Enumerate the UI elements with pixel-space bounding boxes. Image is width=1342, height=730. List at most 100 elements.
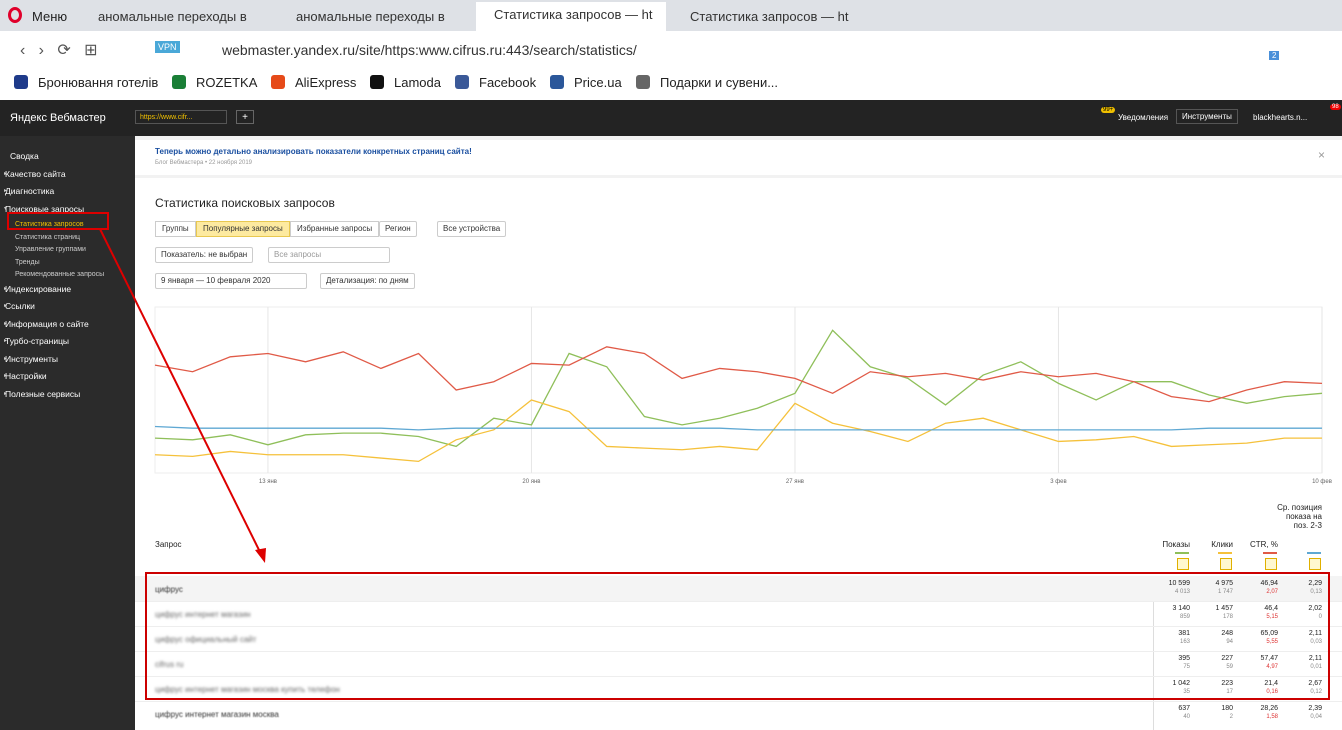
chart-toggle[interactable] (1309, 558, 1321, 570)
caret: ▸ (4, 373, 8, 379)
tab[interactable]: Статистика запросов — ht (690, 9, 849, 24)
sidebar-item[interactable]: Полезные сервисы (5, 388, 81, 399)
sidebar-item[interactable]: Рекомендованные запросы (15, 271, 105, 278)
address-row (0, 31, 1342, 68)
caret: ▸ (4, 390, 8, 397)
chart-toggle[interactable] (1220, 558, 1232, 570)
wm-header (0, 100, 1342, 136)
cell-delta: 2 (1229, 714, 1233, 720)
sidebar-item[interactable]: Сводка (10, 151, 39, 161)
column-header[interactable]: Ср. позиция показа на поз. 2-3 (1277, 503, 1322, 530)
row-divider (135, 701, 1342, 702)
caret: ▾ (4, 205, 8, 212)
chart-toggle[interactable] (1265, 558, 1277, 570)
ext-badge: 2 (1269, 51, 1280, 60)
bookmark-icon (370, 75, 384, 89)
legend-swatch (1218, 552, 1232, 554)
bookmark[interactable]: ROZETKA (196, 75, 258, 90)
x-tick-label: 3 фев (1050, 479, 1066, 485)
series-line (154, 346, 1323, 403)
banner-meta: Блог Вебмастера • 22 ноября 2019 (155, 160, 253, 166)
column-header[interactable]: Показы (1162, 540, 1190, 549)
sidebar-item[interactable]: Качество сайта (5, 168, 66, 179)
add-site[interactable]: + (236, 110, 254, 124)
legend-swatch (1263, 552, 1277, 554)
bookmark-icon (455, 75, 469, 89)
nav-buttons[interactable]: ‹ › ⟳ ⊞ (20, 42, 98, 59)
devices[interactable]: Все устройства (437, 221, 507, 237)
bookmark-icon (271, 75, 285, 89)
sidebar-item[interactable]: Информация о сайте (5, 318, 89, 329)
x-tick-label: 27 янв (786, 479, 804, 485)
x-tick-label: 20 янв (522, 479, 540, 485)
legend-swatch (1307, 552, 1321, 554)
series-line (154, 329, 1323, 448)
tab[interactable]: Статистика запросов — ht (476, 2, 666, 31)
sidebar-item[interactable]: Инструменты (5, 353, 59, 364)
x-tick-label: 13 янв (259, 479, 277, 485)
cell-value: 2,39 (1308, 705, 1322, 712)
sidebar-item[interactable]: Индексирование (5, 283, 72, 294)
cell-value: 637 (1178, 705, 1190, 712)
site-select[interactable]: https://www.cifr... (135, 110, 227, 124)
bookmark[interactable]: AliExpress (295, 75, 357, 90)
logo[interactable]: Яндекс Вебмастер (10, 112, 106, 124)
tools[interactable]: Инструменты (1176, 109, 1238, 124)
user[interactable]: blackhearts.n... (1253, 113, 1308, 122)
column-header[interactable]: Клики (1211, 540, 1233, 549)
menu[interactable]: Меню (32, 9, 68, 24)
detail[interactable]: Детализация: по дням (320, 273, 415, 289)
series-line (154, 425, 1322, 431)
caret: ▸ (4, 355, 8, 362)
column-header[interactable]: CTR, % (1250, 540, 1278, 549)
sidebar-item[interactable]: Тренды (15, 258, 40, 266)
bookmark[interactable]: Подарки и сувени... (660, 75, 779, 90)
opera-logo (8, 7, 22, 23)
series-line (154, 399, 1322, 463)
caret: ▸ (4, 188, 8, 194)
sidebar-item[interactable]: Статистика страниц (15, 233, 80, 241)
cell-delta: 0,04 (1310, 714, 1322, 720)
x-tick-label: 10 фев (1312, 479, 1332, 485)
region[interactable]: Регион (379, 221, 417, 237)
bookmarks-bar (0, 68, 1342, 101)
caret: ▸ (4, 320, 8, 327)
tab[interactable]: аномальные переходы в (98, 9, 247, 24)
caret: ▸ (4, 303, 8, 309)
close[interactable]: × (1318, 148, 1326, 162)
sidebar-item[interactable]: Поисковые запросы (5, 203, 85, 214)
url[interactable]: webmaster.yandex.ru/site/https:www.cifru… (222, 42, 637, 58)
bookmark[interactable]: Бронювання готелів (38, 75, 159, 90)
sidebar-item[interactable]: Настройки (5, 371, 47, 381)
caret: ▸ (4, 170, 8, 177)
bookmark-icon (14, 75, 28, 89)
tab-bar (0, 0, 1342, 31)
notif-badge: 99+ (1101, 107, 1116, 113)
cell-delta: 40 (1183, 714, 1190, 720)
caret: ▸ (4, 338, 8, 344)
cell-delta: 1,58 (1266, 714, 1278, 720)
tab[interactable]: аномальные переходы в (296, 9, 445, 24)
vpn[interactable]: VPN (155, 41, 180, 53)
query[interactable]: цифрус интернет магазин москва (155, 710, 279, 719)
banner-title[interactable]: Теперь можно детально анализировать пока… (155, 147, 472, 156)
notifications[interactable]: Уведомления (1118, 113, 1169, 122)
queries[interactable]: Все запросы (268, 247, 390, 263)
filter-tab[interactable]: Избранные запросы (290, 221, 380, 237)
sidebar-item[interactable]: Ссылки (5, 301, 35, 311)
sidebar-item[interactable]: Турбо-страницы (5, 336, 70, 346)
chart-toggle[interactable] (1177, 558, 1189, 570)
sidebar-item[interactable]: Диагностика (5, 186, 55, 196)
bookmark[interactable]: Price.ua (574, 75, 622, 90)
bookmark-icon (172, 75, 186, 89)
bookmark[interactable]: Facebook (479, 75, 537, 90)
banner (135, 140, 1342, 175)
bookmark-icon (550, 75, 564, 89)
sidebar-item[interactable]: Управление группами (15, 246, 86, 253)
bookmark-icon (636, 75, 650, 89)
caret: ▸ (4, 285, 8, 292)
bookmark[interactable]: Lamoda (394, 75, 441, 90)
user-badge: 98 (1330, 104, 1341, 110)
legend-swatch (1175, 552, 1189, 554)
